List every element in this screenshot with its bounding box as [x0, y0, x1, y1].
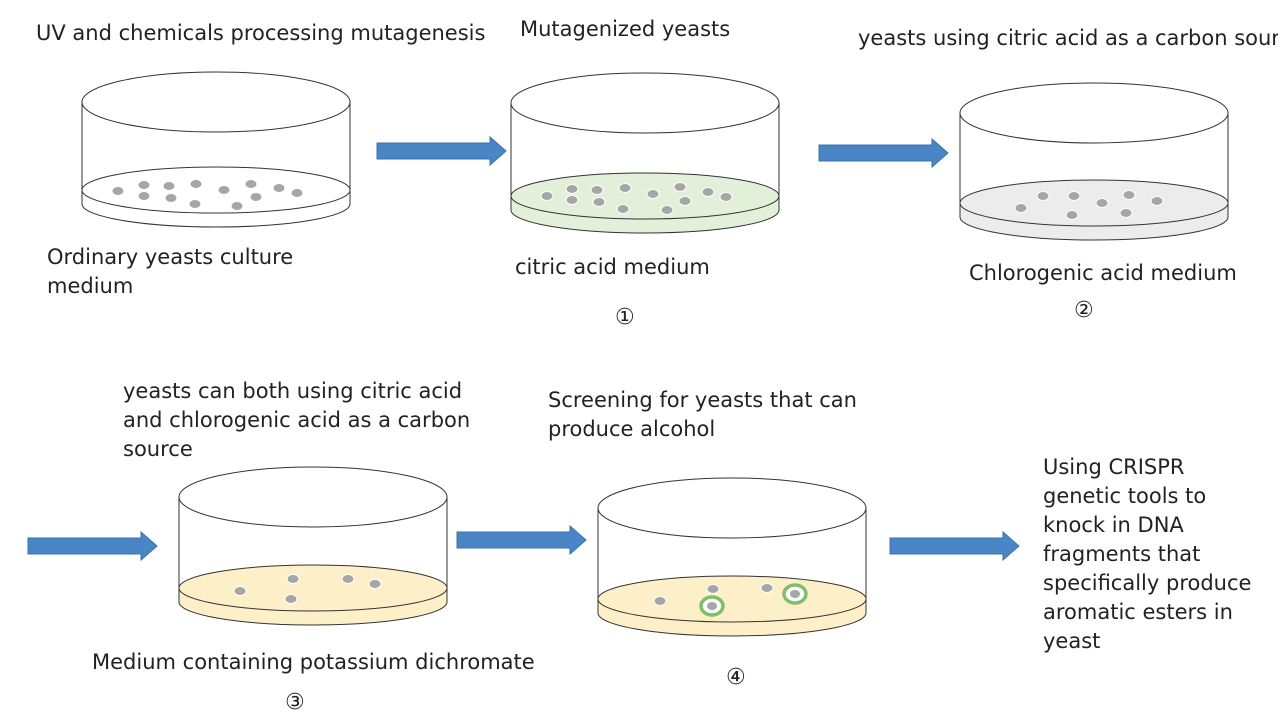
colony	[565, 184, 579, 194]
colony	[1150, 196, 1164, 206]
flow-arrow-1	[376, 135, 507, 167]
dish-rim	[81, 71, 351, 133]
colony	[188, 199, 202, 209]
step3-bottom-label: Medium containing potassium dichromate	[92, 650, 535, 674]
colony	[706, 584, 720, 594]
flow-arrow-2	[818, 137, 949, 169]
colony	[284, 594, 298, 604]
colony	[1119, 208, 1133, 218]
step0-top-label: UV and chemicals processing mutagenesis	[36, 21, 486, 45]
step3-top-label: yeasts can both using citric acid and ch…	[123, 379, 471, 461]
flow-arrow-3	[27, 530, 158, 562]
medium-surface	[178, 564, 448, 612]
medium-surface	[510, 172, 780, 220]
final-step-text: Using CRISPR genetic tools to knock in D…	[1043, 455, 1252, 653]
colony	[1122, 190, 1136, 200]
colony	[760, 583, 774, 593]
colony	[230, 201, 244, 211]
colony	[592, 197, 606, 207]
dish-rim	[178, 466, 448, 528]
step4-top-label: Screening for yeasts that can produce al…	[548, 388, 857, 441]
colony	[660, 205, 674, 215]
flow-arrow-4	[456, 524, 587, 556]
colony	[244, 179, 258, 189]
step2-top-label: yeasts using citric acid as a carbon sou…	[858, 26, 1278, 50]
dish-rim	[597, 477, 867, 539]
step4-number: ④	[726, 665, 746, 690]
flow-arrow-5	[889, 530, 1020, 562]
colony	[368, 579, 382, 589]
colony	[162, 181, 176, 191]
colony	[1067, 191, 1081, 201]
colony	[341, 574, 355, 584]
medium-surface	[959, 179, 1229, 227]
colony	[1095, 198, 1109, 208]
colony	[673, 182, 687, 192]
colony	[701, 187, 715, 197]
dish-alcohol-screen	[597, 477, 867, 637]
colony	[217, 185, 231, 195]
dish-rim	[510, 72, 780, 134]
medium-surface	[81, 166, 351, 214]
colony	[590, 185, 604, 195]
colony	[286, 574, 300, 584]
step1-top-label: Mutagenized yeasts	[520, 17, 731, 41]
colony	[137, 180, 151, 190]
colony	[272, 183, 286, 193]
colony	[790, 590, 800, 598]
colony	[719, 192, 733, 202]
step2-bottom-label: Chlorogenic acid medium	[969, 261, 1237, 285]
colony	[164, 193, 178, 203]
colony	[707, 602, 717, 610]
colony	[1036, 191, 1050, 201]
dish-rim	[959, 82, 1229, 144]
step2-number: ②	[1074, 298, 1094, 323]
step1-number: ①	[615, 305, 635, 330]
colony	[540, 191, 554, 201]
colony	[653, 596, 667, 606]
step1-bottom-label: citric acid medium	[515, 255, 710, 279]
colony	[646, 189, 660, 199]
colony	[1014, 203, 1028, 213]
colony	[678, 196, 692, 206]
colony	[111, 186, 125, 196]
colony	[189, 179, 203, 189]
colony	[137, 191, 151, 201]
colony	[1065, 210, 1079, 220]
colony	[249, 192, 263, 202]
dish-chlorogenic-acid	[959, 82, 1229, 241]
dish-ordinary-medium	[81, 71, 351, 228]
colony	[290, 188, 304, 198]
colony	[233, 586, 247, 596]
colony	[565, 195, 579, 205]
step3-number: ③	[285, 690, 305, 715]
colony	[616, 204, 630, 214]
dish-potassium-dichromate	[178, 466, 448, 626]
medium-surface	[597, 575, 867, 623]
colony	[618, 183, 632, 193]
step0-bottom-label: Ordinary yeasts culture medium	[47, 245, 294, 298]
dish-citric-acid	[510, 72, 780, 234]
